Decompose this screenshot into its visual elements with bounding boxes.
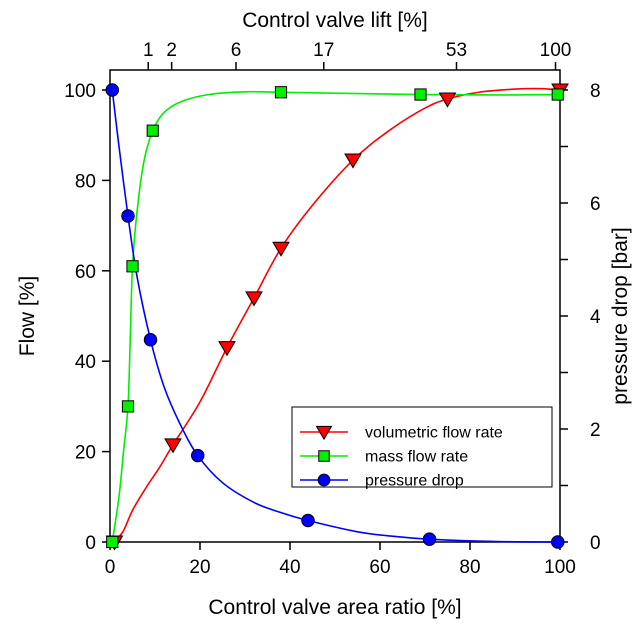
data-point — [344, 153, 362, 169]
data-point — [126, 260, 139, 273]
legend-label: mass flow rate — [365, 449, 468, 466]
data-point — [301, 513, 315, 528]
top-tick-label: 100 — [540, 40, 572, 61]
y-axis-title: Flow [%] — [16, 276, 39, 357]
data-point — [105, 83, 119, 97]
data-point — [422, 532, 437, 546]
plot-frame — [109, 69, 561, 543]
legend-marker — [315, 425, 333, 441]
top-tick-label: 53 — [446, 40, 467, 61]
top-tick-label: 1 — [143, 40, 154, 61]
y2-tick-label: 6 — [590, 194, 601, 215]
x-tick-label: 100 — [544, 557, 576, 578]
y2-tick-label: 2 — [590, 420, 601, 441]
y2-tick-label: 8 — [590, 81, 601, 102]
data-point — [191, 448, 205, 463]
top-axis-title: Control valve lift [%] — [242, 9, 428, 32]
data-point — [218, 341, 236, 357]
top-tick-label: 2 — [166, 40, 177, 61]
y2-tick-label: 4 — [590, 307, 601, 328]
x-tick-label: 20 — [189, 557, 210, 578]
series-markers — [105, 83, 569, 551]
x-axis-title: Control valve area ratio [%] — [208, 596, 461, 619]
data-point — [143, 332, 158, 347]
data-point — [414, 88, 427, 101]
x-tick-label: 0 — [105, 557, 116, 578]
y2-tick-label: 0 — [590, 533, 601, 554]
x-tick-label: 60 — [369, 557, 390, 578]
data-point — [245, 291, 263, 307]
y-tick-label: 20 — [75, 443, 96, 464]
y-tick-label: 80 — [75, 171, 96, 192]
y2-axis-title: pressure drop [bar] — [609, 227, 632, 404]
data-point — [274, 86, 288, 99]
data-point — [121, 209, 135, 223]
data-point — [272, 241, 290, 257]
legend: volumetric flow rate mass flow rate pressu… — [291, 406, 553, 490]
legend-marker — [318, 450, 330, 462]
series-line-2 — [111, 89, 558, 543]
x-tick-label: 80 — [459, 557, 480, 578]
legend-marker — [317, 473, 331, 487]
y-tick-label: 100 — [64, 81, 96, 102]
data-point — [551, 88, 564, 101]
y-tick-label: 40 — [75, 352, 96, 373]
top-tick-label: 6 — [231, 40, 242, 61]
y-tick-label: 60 — [75, 262, 96, 283]
data-point — [551, 535, 565, 549]
y-tick-label: 0 — [85, 533, 96, 554]
legend-label: pressure drop — [365, 473, 464, 490]
x-tick-label: 40 — [279, 557, 300, 578]
data-point — [106, 535, 119, 549]
data-point — [438, 92, 457, 108]
data-point — [164, 438, 182, 454]
legend-box — [291, 406, 553, 488]
legend-label: volumetric flow rate — [365, 425, 503, 442]
data-point — [146, 124, 159, 137]
top-tick-label: 17 — [313, 40, 334, 61]
data-point — [121, 400, 135, 413]
